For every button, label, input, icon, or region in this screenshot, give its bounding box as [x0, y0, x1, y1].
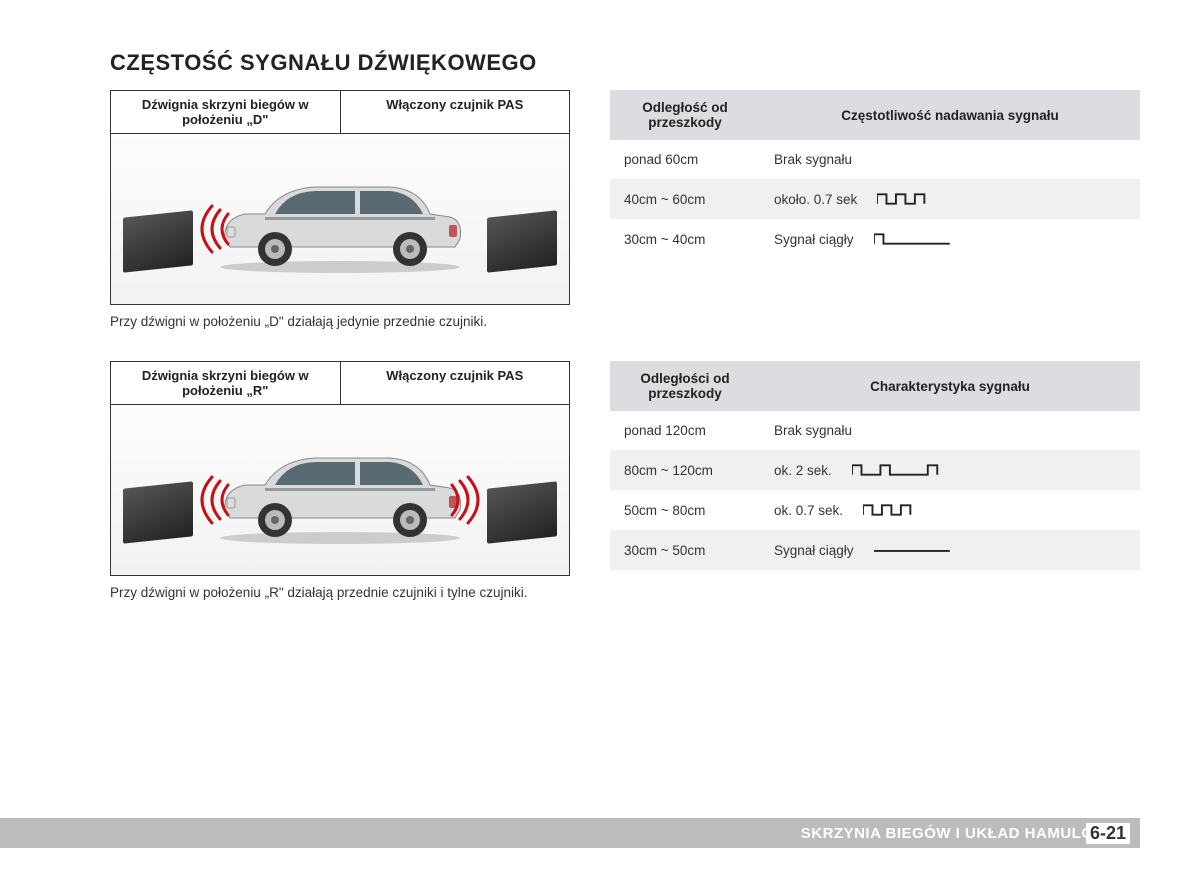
obstacle-icon	[123, 210, 193, 272]
footer-chapter: SKRZYNIA BIEGÓW I UKŁAD HAMULCOWY	[801, 825, 1130, 842]
table-row: 30cm ~ 40cm Sygnał ciągły	[610, 219, 1140, 259]
table-row: ponad 60cm Brak sygnału	[610, 140, 1140, 179]
table-d-th2: Częstotliwość nadawania sygnału	[760, 90, 1140, 140]
pulse-waveform-icon	[874, 231, 964, 247]
section-d: Dźwignia skrzyni biegów w położeniu „D" …	[110, 90, 1140, 331]
signal-cell: Sygnał ciągły	[760, 530, 1140, 570]
distance-cell: ponad 60cm	[610, 140, 760, 179]
signal-desc: Sygnał ciągły	[774, 543, 854, 558]
section-r: Dźwignia skrzyni biegów w położeniu „R" …	[110, 361, 1140, 602]
diagram-d-head-right: Włączony czujnik PAS	[341, 91, 570, 133]
pulse-waveform-icon	[877, 191, 967, 207]
diagram-d-caption: Przy dźwigni w położeniu „D" działają je…	[110, 313, 570, 331]
obstacle-icon	[487, 482, 557, 544]
table-row: 30cm ~ 50cm Sygnał ciągły	[610, 530, 1140, 570]
obstacle-icon	[487, 210, 557, 272]
diagram-d: Dźwignia skrzyni biegów w położeniu „D" …	[110, 90, 570, 305]
distance-cell: 30cm ~ 40cm	[610, 219, 760, 259]
signal-cell: około. 0.7 sek	[760, 179, 1140, 219]
page-title: CZĘSTOŚĆ SYGNAŁU DŹWIĘKOWEGO	[110, 50, 1140, 76]
car-icon	[205, 430, 475, 550]
sensor-waves-icon	[444, 475, 484, 525]
table-r-th2: Charakterystyka sygnału	[760, 361, 1140, 411]
signal-desc: około. 0.7 sek	[774, 192, 857, 207]
signal-desc: Brak sygnału	[774, 152, 852, 167]
signal-desc: Sygnał ciągły	[774, 232, 854, 247]
signal-desc: Brak sygnału	[774, 423, 852, 438]
car-icon	[205, 159, 475, 279]
footer-bar: SKRZYNIA BIEGÓW I UKŁAD HAMULCOWY 6-21	[0, 818, 1200, 848]
diagram-r-caption: Przy dźwigni w położeniu „R" działają pr…	[110, 584, 570, 602]
signal-table-r: Odległości od przeszkody Charakterystyka…	[610, 361, 1140, 570]
obstacle-icon	[123, 482, 193, 544]
footer-page-number: 6-21	[1086, 823, 1130, 844]
signal-desc: ok. 2 sek.	[774, 463, 832, 478]
pulse-waveform-icon	[863, 502, 953, 518]
pulse-waveform-icon	[852, 462, 942, 478]
diagram-r: Dźwignia skrzyni biegów w położeniu „R" …	[110, 361, 570, 576]
signal-cell: Brak sygnału	[760, 411, 1140, 450]
table-r-th1: Odległości od przeszkody	[610, 361, 760, 411]
pulse-waveform-icon	[874, 542, 964, 558]
signal-cell: Sygnał ciągły	[760, 219, 1140, 259]
signal-cell: ok. 2 sek.	[760, 450, 1140, 490]
table-row: 40cm ~ 60cm około. 0.7 sek	[610, 179, 1140, 219]
table-row: 80cm ~ 120cm ok. 2 sek.	[610, 450, 1140, 490]
signal-cell: ok. 0.7 sek.	[760, 490, 1140, 530]
distance-cell: ponad 120cm	[610, 411, 760, 450]
sensor-waves-icon	[196, 204, 236, 254]
signal-desc: ok. 0.7 sek.	[774, 503, 843, 518]
distance-cell: 40cm ~ 60cm	[610, 179, 760, 219]
distance-cell: 30cm ~ 50cm	[610, 530, 760, 570]
table-d-th1: Odległość od przeszkody	[610, 90, 760, 140]
distance-cell: 50cm ~ 80cm	[610, 490, 760, 530]
diagram-r-head-right: Włączony czujnik PAS	[341, 362, 570, 404]
table-row: 50cm ~ 80cm ok. 0.7 sek.	[610, 490, 1140, 530]
signal-table-d: Odległość od przeszkody Częstotliwość na…	[610, 90, 1140, 259]
diagram-r-head-left: Dźwignia skrzyni biegów w położeniu „R"	[111, 362, 341, 404]
diagram-d-head-left: Dźwignia skrzyni biegów w położeniu „D"	[111, 91, 341, 133]
distance-cell: 80cm ~ 120cm	[610, 450, 760, 490]
table-row: ponad 120cm Brak sygnału	[610, 411, 1140, 450]
sensor-waves-icon	[196, 475, 236, 525]
signal-cell: Brak sygnału	[760, 140, 1140, 179]
